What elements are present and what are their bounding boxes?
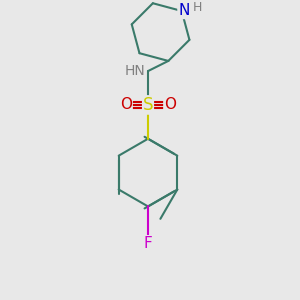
Text: HN: HN bbox=[124, 64, 145, 78]
Text: H: H bbox=[193, 2, 202, 14]
Text: S: S bbox=[143, 96, 153, 114]
Text: O: O bbox=[164, 98, 176, 112]
Text: F: F bbox=[144, 236, 152, 251]
Text: N: N bbox=[178, 4, 189, 19]
Text: O: O bbox=[120, 98, 132, 112]
